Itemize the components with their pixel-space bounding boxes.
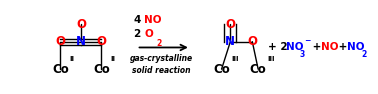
Text: III: III [231, 56, 239, 62]
Text: +: + [309, 42, 325, 52]
Text: + 2: + 2 [268, 42, 292, 52]
Text: gas-crystalline: gas-crystalline [130, 54, 193, 63]
Text: +: + [335, 42, 351, 52]
Text: II: II [111, 56, 116, 62]
Text: NO: NO [144, 15, 162, 25]
Text: Co: Co [213, 63, 230, 76]
Text: 3: 3 [300, 50, 305, 59]
Text: 2: 2 [134, 29, 144, 39]
Text: 2: 2 [157, 39, 162, 48]
Text: O: O [56, 35, 65, 48]
Text: O: O [96, 35, 107, 48]
Text: O: O [247, 35, 257, 48]
Text: II: II [70, 56, 75, 62]
Text: O: O [225, 18, 235, 31]
Text: NO: NO [287, 42, 304, 52]
Text: Co: Co [52, 63, 69, 76]
Text: −: − [304, 36, 310, 45]
Text: III: III [268, 56, 275, 62]
Text: 2: 2 [361, 50, 366, 59]
Text: solid reaction: solid reaction [132, 66, 191, 75]
Text: N: N [76, 35, 86, 48]
Text: NO: NO [347, 42, 365, 52]
Text: Co: Co [250, 63, 266, 76]
Text: O: O [76, 18, 86, 31]
Text: O: O [144, 29, 153, 39]
Text: Co: Co [93, 63, 110, 76]
Text: NO: NO [321, 42, 339, 52]
Text: N: N [225, 35, 235, 48]
Text: 4: 4 [134, 15, 145, 25]
